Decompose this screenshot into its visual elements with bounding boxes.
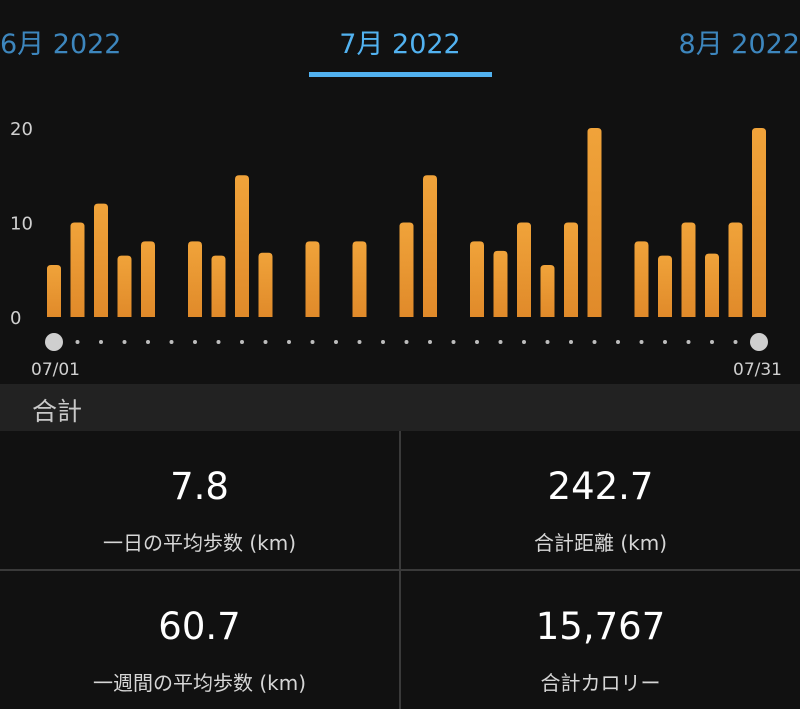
bar-07-09[interactable] [235, 175, 249, 317]
stat-total-distance-value: 242.7 [547, 465, 654, 508]
bar-07-05[interactable] [141, 241, 155, 317]
day-dot [169, 340, 174, 344]
day-dot [733, 340, 738, 344]
tab-prev-month[interactable]: 6月 2022 [0, 29, 122, 60]
day-dot [663, 340, 667, 344]
range-handle[interactable] [750, 333, 768, 351]
day-dot [287, 340, 291, 344]
day-dot [381, 340, 385, 344]
stat-avg-weekly-label: 一週間の平均歩数 (km) [92, 671, 307, 695]
day-dot [428, 340, 432, 344]
day-dot [357, 340, 362, 344]
bar-07-23[interactable] [564, 222, 578, 318]
day-dot [451, 340, 456, 344]
bar-07-24[interactable] [587, 128, 602, 317]
y-tick-label: 10 [10, 214, 33, 235]
x-start-label: 07/01 [31, 360, 80, 380]
day-dot [498, 340, 503, 344]
bar-07-03[interactable] [94, 203, 108, 317]
summary-title: 合計 [32, 397, 83, 426]
month-tabs: 6月 2022 7月 2022 8月 2022 [0, 0, 800, 80]
range-handle[interactable] [45, 333, 63, 351]
bar-07-21[interactable] [517, 222, 531, 318]
bar-07-22[interactable] [540, 265, 555, 317]
day-dot [122, 340, 127, 344]
bar-07-31[interactable] [752, 128, 766, 317]
y-tick-label: 0 [10, 308, 21, 329]
x-end-label: 07/31 [733, 360, 782, 380]
active-tab-indicator [309, 72, 492, 77]
bar-07-07[interactable] [188, 241, 202, 317]
day-dot [334, 340, 338, 344]
bar-07-26[interactable] [634, 241, 649, 317]
summary-header: 合計 [0, 384, 800, 431]
day-dot [710, 340, 714, 344]
horizontal-divider [0, 569, 800, 571]
bar-07-08[interactable] [211, 255, 226, 317]
stat-total-calories-value: 15,767 [535, 605, 666, 648]
bar-07-17[interactable] [423, 175, 437, 317]
stat-avg-weekly: 60.7 一週間の平均歩数 (km) [0, 571, 399, 709]
day-dot [569, 340, 573, 344]
tab-current-month-label[interactable]: 7月 2022 [339, 29, 461, 60]
day-dot [240, 340, 244, 344]
day-dot [404, 340, 409, 344]
bar-07-12[interactable] [305, 241, 320, 317]
day-dot [146, 340, 150, 344]
stat-total-calories: 15,767 合計カロリー [401, 571, 800, 709]
day-dot [592, 340, 597, 344]
day-dot [686, 340, 691, 344]
stat-avg-daily-label: 一日の平均歩数 (km) [102, 531, 297, 555]
bar-07-04[interactable] [117, 255, 132, 317]
day-dot [75, 340, 80, 344]
day-dot [475, 340, 479, 344]
day-dot [545, 340, 550, 344]
day-dot [216, 340, 221, 344]
bar-07-14[interactable] [352, 241, 367, 317]
tab-current-month: 7月 2022 [0, 22, 800, 61]
bar-07-27[interactable] [658, 255, 672, 317]
day-dot [639, 340, 644, 344]
stat-total-distance-label: 合計距離 (km) [533, 531, 668, 555]
day-dot [99, 340, 103, 344]
bar-07-20[interactable] [493, 250, 508, 317]
day-dot [193, 340, 197, 344]
bar-07-01[interactable] [47, 265, 61, 317]
bar-07-30[interactable] [728, 222, 743, 318]
bar-07-16[interactable] [399, 222, 414, 318]
day-dot [522, 340, 526, 344]
tab-next-month[interactable]: 8月 2022 [678, 29, 800, 60]
bar-07-19[interactable] [470, 241, 484, 317]
daily-distance-chart[interactable]: 0 10 20 07/01 07/31 [0, 90, 800, 384]
bar-07-28[interactable] [681, 222, 696, 318]
bar-07-02[interactable] [70, 222, 85, 318]
bar-07-10[interactable] [258, 252, 273, 317]
day-dot [263, 340, 268, 344]
summary-stats: 7.8 一日の平均歩数 (km) 242.7 合計距離 (km) 60.7 一週… [0, 431, 800, 709]
y-tick-label: 20 [10, 119, 33, 140]
stat-total-distance: 242.7 合計距離 (km) [401, 431, 800, 569]
stat-avg-daily: 7.8 一日の平均歩数 (km) [0, 431, 399, 569]
bar-07-29[interactable] [705, 253, 719, 317]
stat-total-calories-label: 合計カロリー [540, 671, 661, 695]
stat-avg-weekly-value: 60.7 [158, 605, 241, 648]
stat-avg-daily-value: 7.8 [170, 465, 229, 508]
day-dot [310, 340, 315, 344]
day-dot [616, 340, 620, 344]
